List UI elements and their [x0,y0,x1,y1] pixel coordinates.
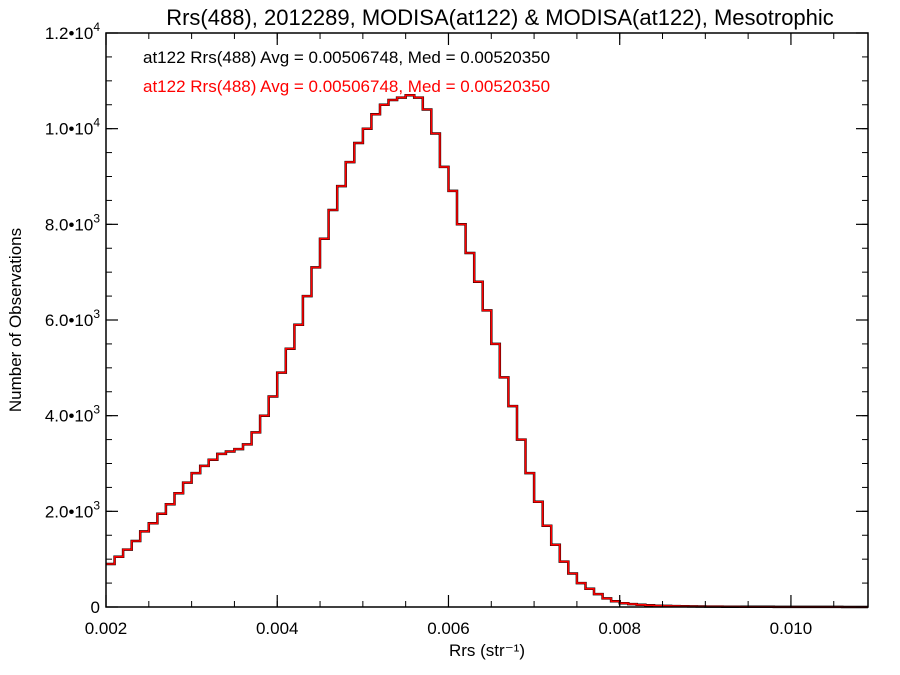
x-tick-label: 0.004 [256,619,299,638]
series-line-1 [106,94,868,608]
y-axis-label: Number of Observations [6,228,25,412]
x-axis: 0.002 0.004 0.006 0.008 0.010 [85,33,835,638]
legend: at122 Rrs(488) Avg = 0.00506748, Med = 0… [143,48,550,96]
y-tick-label: 6.0•103 [45,307,101,330]
y-tick-label: 2.0•103 [45,498,101,521]
x-tick-label: 0.008 [598,619,641,638]
legend-entry: at122 Rrs(488) Avg = 0.00506748, Med = 0… [143,48,550,67]
y-tick-label: 1.0•104 [45,116,101,139]
y-tick-label: 8.0•103 [45,211,101,234]
x-axis-label: Rrs (str⁻¹) [449,641,525,660]
x-tick-label: 0.002 [85,619,128,638]
chart-title: Rrs(488), 2012289, MODISA(at122) & MODIS… [166,5,834,30]
x-tick-label: 0.006 [427,619,470,638]
y-tick-label: 0 [91,598,100,617]
y-axis: 0 2.0•103 4.0•103 6.0•103 8.0•103 1.0•104 1.2•… [45,20,868,617]
series-layer [106,93,868,609]
y-tick-label: 1.2•104 [45,20,101,43]
series-line-0 [106,93,868,609]
legend-entry: at122 Rrs(488) Avg = 0.00506748, Med = 0… [143,77,550,96]
y-tick-label: 4.0•103 [45,403,101,426]
x-tick-label: 0.010 [770,619,813,638]
plot-frame [105,32,869,608]
